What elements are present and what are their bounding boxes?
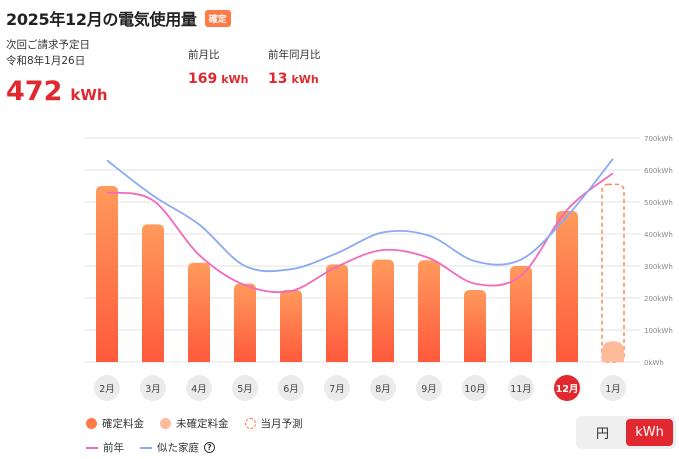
unit-toggle: 円 kWh (576, 416, 676, 449)
month-chip[interactable]: 9月 (416, 375, 442, 401)
y-tick-label: 700kWh (644, 135, 673, 143)
similar-home-line-icon (140, 446, 152, 449)
bars (96, 183, 625, 363)
billing-date-label: 次回ご請求予定日 令和8年1月26日 (6, 37, 90, 69)
bar-confirmed[interactable] (234, 283, 256, 362)
confirmed-swatch-icon (86, 418, 97, 429)
month-chip-bg (508, 375, 534, 401)
y-tick-label: 0kWh (644, 359, 664, 367)
x-tick-label: 2月 (99, 384, 115, 395)
month-chip[interactable]: 8月 (370, 375, 396, 401)
month-chip[interactable]: 4月 (186, 375, 212, 401)
month-chip-bg (186, 375, 212, 401)
usage-value: 472 (6, 76, 63, 107)
month-chip-bg (416, 375, 442, 401)
y-tick-label: 500kWh (644, 199, 673, 207)
bar-confirmed[interactable] (142, 224, 164, 362)
month-chip[interactable]: 3月 (140, 375, 166, 401)
month-chip-bg (94, 375, 120, 401)
x-tick-label: 5月 (237, 384, 253, 395)
legend-similar-home: 似た家庭 (157, 442, 199, 454)
billing-label-line2: 令和8年1月26日 (6, 55, 86, 67)
y-tick-label: 100kWh (644, 327, 673, 335)
bar-confirmed[interactable] (372, 259, 394, 362)
month-chip[interactable]: 6月 (278, 375, 304, 401)
prev-year-label: 前年同月比 (268, 49, 321, 61)
legend-prev-year: 前年 (103, 442, 124, 454)
prev-year-line-icon (86, 446, 98, 449)
page-title: 2025年12月の電気使用量 (6, 10, 197, 29)
toggle-kwh-button[interactable]: kWh (626, 419, 673, 446)
month-chip-bg (232, 375, 258, 401)
x-tick-label: 3月 (145, 384, 161, 395)
bar-forecast[interactable] (601, 183, 625, 363)
toggle-yen-button[interactable]: 円 (595, 427, 609, 442)
bar-confirmed[interactable] (510, 266, 532, 362)
month-chip-bg (278, 375, 304, 401)
y-tick-label: 600kWh (644, 167, 673, 175)
x-tick-label: 8月 (375, 384, 391, 395)
month-chip[interactable]: 5月 (232, 375, 258, 401)
help-icon[interactable]: ? (204, 442, 215, 453)
bar-confirmed[interactable] (326, 264, 348, 362)
legend-forecast: 当月予測 (260, 418, 303, 430)
x-tick-label: 9月 (421, 384, 437, 395)
y-tick-label: 400kWh (644, 231, 673, 239)
billing-label-line1: 次回ご請求予定日 (6, 39, 90, 51)
legend-lines: 前年 似た家庭? (86, 440, 225, 455)
bar-confirmed[interactable] (280, 290, 302, 362)
y-tick-label: 300kWh (644, 263, 673, 271)
x-axis-labels[interactable]: 2月 3月 4月 5月 6月 7月 8月 9月 10月 11月 12月 1月 (94, 375, 626, 401)
prev-month-comparison: 前月比 169 kWh (188, 47, 249, 87)
prev-year-line (106, 172, 614, 294)
month-chip-bg (370, 375, 396, 401)
prev-month-unit: kWh (221, 73, 249, 86)
month-chip[interactable]: 2月 (94, 375, 120, 401)
x-tick-label: 4月 (191, 384, 207, 395)
legend-unconfirmed: 未確定料金 (176, 418, 229, 430)
status-badge: 確定 (204, 9, 231, 27)
usage-total: 472 kWh (6, 76, 108, 107)
legend-bars: 確定料金 未確定料金 当月予測 (86, 416, 313, 431)
month-chip[interactable]: 12月 (554, 375, 580, 401)
bar-confirmed[interactable] (464, 290, 486, 362)
bar-confirmed[interactable] (96, 186, 118, 362)
x-tick-label: 1月 (605, 384, 621, 395)
prev-year-unit: kWh (291, 73, 319, 86)
legend-confirmed: 確定料金 (102, 418, 144, 430)
bar-unconfirmed[interactable] (602, 341, 624, 362)
month-chip-bg (600, 375, 626, 401)
x-tick-label: 11月 (510, 384, 532, 395)
usage-unit: kWh (70, 86, 108, 104)
y-tick-label: 200kWh (644, 295, 673, 303)
x-tick-label: 6月 (283, 384, 299, 395)
month-chip[interactable]: 10月 (462, 375, 488, 401)
month-chip[interactable]: 11月 (508, 375, 534, 401)
prev-year-value: 13 (268, 71, 288, 87)
lines (106, 158, 614, 294)
bar-confirmed[interactable] (556, 210, 578, 362)
grid: 0kWh 100kWh 200kWh 300kWh 400kWh 500kWh 600kWh… (84, 135, 673, 367)
month-chip-bg (462, 375, 488, 401)
prev-year-comparison: 前年同月比 13 kWh (268, 47, 321, 87)
x-tick-label: 7月 (329, 384, 345, 395)
month-chip-bg (140, 375, 166, 401)
prev-month-label: 前月比 (188, 49, 220, 61)
usage-chart: 0kWh 100kWh 200kWh 300kWh 400kWh 500kWh 600kWh… (84, 135, 673, 401)
x-tick-label: 12月 (556, 384, 579, 395)
header: 2025年12月の電気使用量 確定 (6, 6, 231, 30)
unconfirmed-swatch-icon (160, 418, 171, 429)
bar-confirmed[interactable] (418, 260, 440, 362)
bar-confirmed[interactable] (188, 262, 210, 362)
month-chip[interactable]: 1月 (600, 375, 626, 401)
x-tick-label: 10月 (464, 384, 486, 395)
month-chip-bg (554, 375, 580, 401)
prev-month-value: 169 (188, 71, 218, 87)
similar-home-line (106, 158, 614, 273)
month-chip[interactable]: 7月 (324, 375, 350, 401)
month-chip-bg (324, 375, 350, 401)
forecast-swatch-icon (244, 418, 256, 429)
